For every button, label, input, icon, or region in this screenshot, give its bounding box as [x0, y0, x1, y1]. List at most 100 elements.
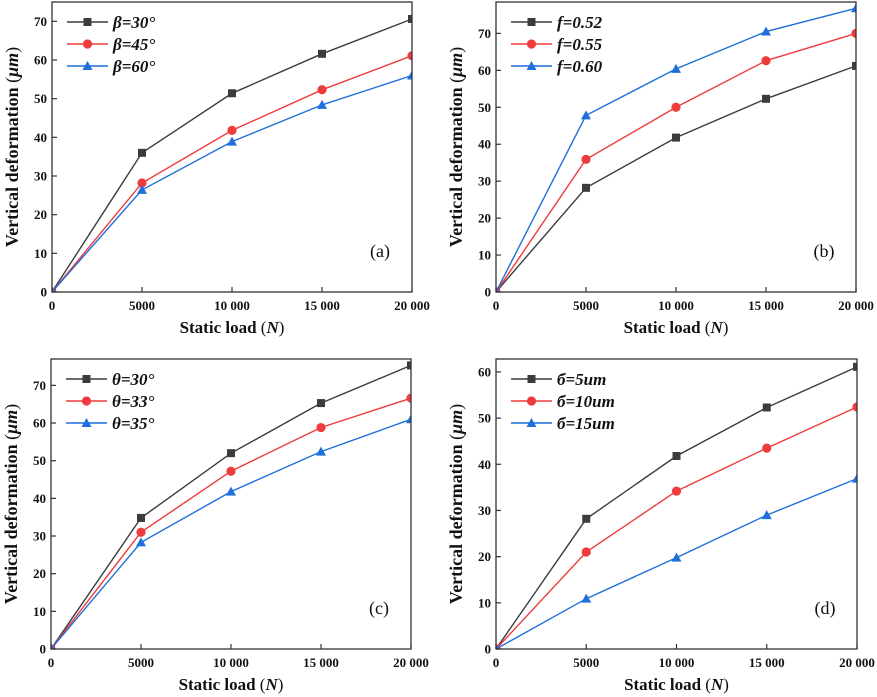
legend-marker-circle: [82, 39, 93, 49]
x-tick-label: 0: [493, 655, 500, 670]
y-tick-label: 0: [485, 285, 492, 300]
data-point-square: [407, 361, 412, 370]
data-point-square: [762, 94, 770, 103]
y-tick-label: 70: [478, 26, 491, 41]
data-point-square: [228, 89, 236, 98]
chart-panel-c: 0 5000 10 000 15 000 20 000 0 10 20 30 40 50 60 70 St…: [1, 358, 429, 694]
x-tick-label: 15 000: [303, 655, 339, 670]
series-line-0: [495, 65, 857, 293]
y-tick-label: 20: [478, 211, 491, 226]
data-point-circle: [317, 85, 327, 95]
plot-frame: [495, 1, 857, 293]
x-axis-title: Static load (N): [180, 318, 285, 337]
y-tick-label: 10: [33, 604, 46, 619]
data-point-triangle: [317, 99, 327, 109]
y-tick-label: 0: [41, 285, 48, 300]
legend-item: б=15um: [511, 414, 615, 433]
data-point-triangle: [581, 593, 592, 603]
y-tick-label: 60: [33, 416, 46, 431]
plot-area: [495, 362, 858, 650]
x-tick-label: 5000: [573, 298, 599, 313]
data-point-square: [672, 133, 680, 142]
chart-panel-b: 0 5000 10 000 15 000 20 000 0 10 20 30 40 50 60 70 St…: [446, 1, 874, 337]
data-point-square: [138, 148, 146, 157]
y-tick-label: 10: [478, 248, 491, 263]
legend-marker-square: [82, 375, 91, 383]
data-point-circle: [407, 51, 413, 61]
data-point-triangle: [407, 70, 413, 80]
y-tick-label: 70: [34, 14, 47, 29]
plot-area: [50, 361, 412, 650]
legend: θ=30° θ=33° θ=35°: [66, 370, 155, 433]
x-tick-label: 20 000: [394, 298, 430, 313]
y-tick-label: 20: [33, 566, 46, 581]
legend-label: б=10um: [557, 392, 615, 411]
x-tick-label: 0: [493, 298, 500, 313]
x-axis-title: Static load (N): [624, 318, 729, 337]
data-point-square: [672, 451, 681, 460]
data-point-circle: [581, 154, 591, 164]
data-point-square: [137, 513, 145, 522]
data-point-circle: [137, 178, 147, 188]
legend-label: f=0.60: [557, 57, 603, 76]
legend-label: θ=30°: [112, 370, 155, 389]
y-tick-label: 30: [34, 169, 47, 184]
y-tick-label: 40: [33, 491, 46, 506]
x-tick-label: 10 000: [214, 298, 250, 313]
legend-marker-triangle: [81, 418, 92, 427]
data-point-square: [762, 403, 771, 412]
panel-label: (c): [369, 598, 389, 619]
legend-label: β=45°: [112, 35, 155, 54]
series-line-2: [51, 74, 413, 293]
x-tick-label: 10 000: [658, 298, 694, 313]
data-point-triangle: [761, 510, 772, 520]
panel-label: (d): [815, 598, 836, 619]
legend-item: θ=35°: [66, 414, 155, 433]
data-point-circle: [762, 443, 772, 453]
legend: f=0.52 f=0.55 f=0.60: [511, 13, 603, 76]
legend-label: θ=33°: [112, 392, 155, 411]
legend-item: f=0.55: [511, 35, 603, 54]
data-point-triangle: [136, 537, 146, 547]
legend-marker-square: [527, 375, 536, 383]
y-tick-label: 60: [478, 364, 491, 379]
data-point-square: [852, 61, 857, 70]
series-line-2: [495, 7, 857, 293]
plot-area: [495, 3, 857, 293]
legend-marker-square: [527, 18, 536, 26]
data-point-triangle: [406, 414, 412, 424]
y-tick-label: 30: [478, 174, 491, 189]
x-tick-label: 20 000: [393, 655, 429, 670]
series-line-0: [50, 364, 412, 650]
legend-item: f=0.60: [511, 57, 603, 76]
x-axis-title: Static load (N): [624, 675, 729, 694]
data-point-triangle: [671, 552, 682, 562]
legend-item: θ=33°: [66, 392, 155, 411]
y-tick-label: 20: [34, 207, 47, 222]
y-axis-title: Vertical deformation (μm): [2, 47, 23, 247]
legend-item: β=45°: [67, 35, 155, 54]
x-tick-label: 10 000: [213, 655, 249, 670]
data-point-triangle: [671, 63, 681, 73]
y-tick-label: 10: [34, 246, 47, 261]
data-point-circle: [406, 393, 412, 403]
series-line-2: [495, 477, 858, 650]
x-tick-label: 15 000: [304, 298, 340, 313]
legend-marker-triangle: [526, 418, 537, 427]
x-tick-label: 5000: [129, 298, 155, 313]
x-tick-label: 10 000: [659, 655, 695, 670]
data-point-triangle: [137, 184, 147, 194]
data-point-triangle: [316, 446, 326, 456]
y-tick-label: 0: [40, 642, 47, 657]
y-tick-label: 50: [33, 453, 46, 468]
x-axis-title: Static load (N): [179, 675, 284, 694]
y-axis-title: Vertical deformation (μm): [1, 404, 22, 604]
data-point-circle: [671, 486, 682, 496]
data-point-triangle: [581, 110, 591, 120]
series-line-1: [495, 406, 858, 650]
data-point-square: [582, 183, 590, 192]
legend: б=5um б=10um б=15um: [511, 370, 615, 433]
series-line-0: [495, 366, 858, 650]
y-tick-label: 20: [478, 549, 491, 564]
plot-frame: [50, 358, 412, 650]
